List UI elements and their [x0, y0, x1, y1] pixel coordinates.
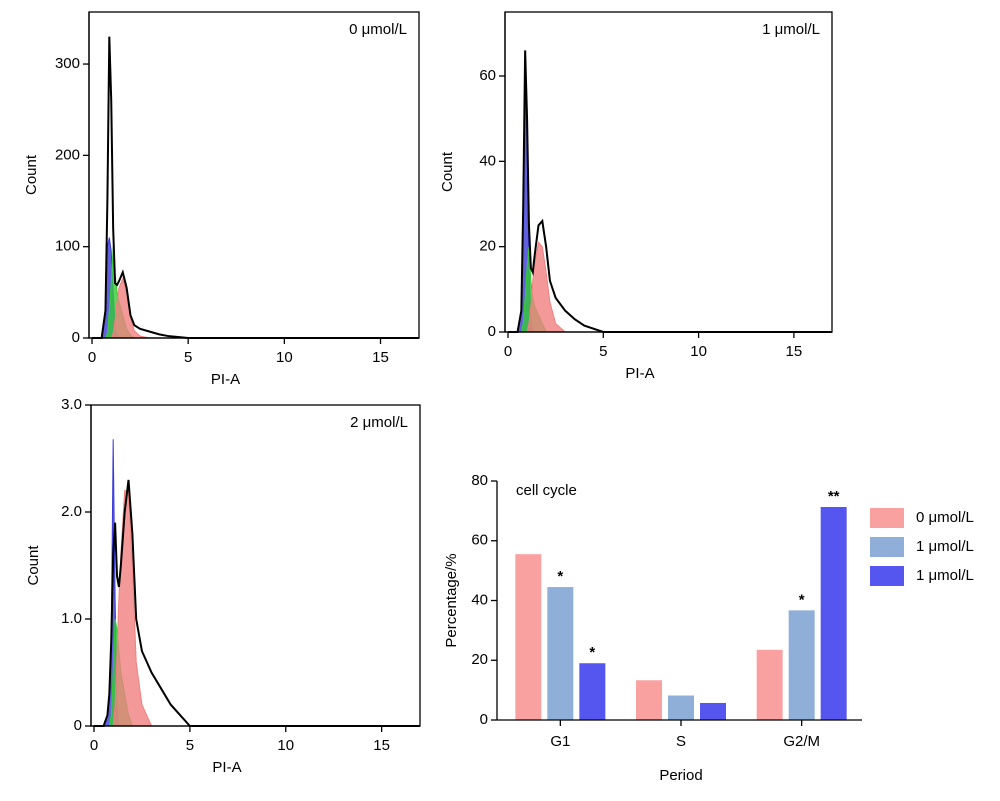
x-tick-label: 0: [90, 737, 98, 754]
y-tick-label: 40: [471, 591, 488, 608]
significance: *: [589, 644, 595, 661]
x-tick-label: G2/M: [783, 733, 820, 750]
x-axis-label: Period: [659, 767, 702, 784]
y-tick-label: 1.0: [61, 610, 82, 627]
bar: [820, 506, 847, 720]
x-tick-label: 15: [373, 737, 390, 754]
y-tick-label: 20: [479, 238, 496, 255]
line: [94, 479, 420, 727]
chart-title: cell cycle: [516, 482, 577, 499]
x-tick-label: G1: [550, 733, 570, 750]
area: [92, 237, 419, 339]
legend-swatch: [870, 566, 904, 586]
legend-swatch: [870, 537, 904, 557]
y-tick-label: 200: [55, 146, 80, 163]
x-tick-label: 15: [372, 349, 389, 366]
y-tick-label: 100: [55, 238, 80, 255]
x-tick-label: 0: [88, 349, 96, 366]
area: [508, 241, 832, 333]
bar: [547, 587, 574, 720]
bar: [579, 663, 606, 720]
area: [94, 490, 420, 727]
y-axis-label: Count: [25, 545, 42, 586]
panel-label: 1 μmol/L: [762, 21, 820, 38]
y-tick-label: 300: [55, 55, 80, 72]
panel-label: 0 μmol/L: [349, 21, 407, 38]
x-tick-label: 5: [184, 349, 192, 366]
y-tick-label: 3.0: [61, 396, 82, 413]
x-tick-label: 15: [786, 343, 803, 360]
x-axis-label: PI-A: [212, 759, 241, 776]
significance: **: [828, 488, 840, 505]
bar: [515, 554, 542, 720]
area: [92, 246, 419, 339]
bar: [756, 649, 783, 720]
bar: [668, 695, 694, 720]
y-axis-label: Count: [23, 154, 40, 195]
x-tick-label: 10: [277, 737, 294, 754]
y-tick-label: 2.0: [61, 503, 82, 520]
legend-label: 1 μmol/L: [916, 567, 974, 584]
area: [508, 246, 832, 333]
y-tick-label: 0: [488, 323, 496, 340]
y-tick-label: 0: [74, 717, 82, 734]
frame: [88, 11, 420, 339]
line: [508, 50, 832, 333]
bar: [788, 610, 815, 720]
legend-label: 1 μmol/L: [916, 538, 974, 555]
legend-swatch: [870, 508, 904, 528]
line: [92, 36, 419, 339]
significance: *: [799, 591, 805, 608]
y-tick-label: 40: [479, 152, 496, 169]
area: [94, 439, 420, 727]
y-tick-label: 80: [471, 472, 488, 489]
frame: [90, 404, 421, 727]
bar: [700, 702, 726, 720]
x-axis-label: PI-A: [625, 365, 654, 382]
frame: [504, 11, 833, 333]
y-tick-label: 60: [471, 532, 488, 549]
x-tick-label: S: [676, 733, 686, 750]
x-tick-label: 5: [599, 343, 607, 360]
x-tick-label: 5: [186, 737, 194, 754]
y-axis-label: Percentage/%: [443, 553, 460, 647]
bar: [636, 680, 662, 720]
y-tick-label: 0: [480, 711, 488, 728]
x-tick-label: 10: [276, 349, 293, 366]
significance: *: [557, 568, 563, 585]
area: [508, 75, 832, 333]
panel-label: 2 μmol/L: [350, 414, 408, 431]
y-tick-label: 60: [479, 67, 496, 84]
legend-label: 0 μmol/L: [916, 509, 974, 526]
x-tick-label: 10: [690, 343, 707, 360]
x-tick-label: 0: [504, 343, 512, 360]
y-axis-label: Count: [439, 151, 456, 192]
y-tick-label: 0: [72, 329, 80, 346]
x-axis-label: PI-A: [211, 371, 240, 388]
y-tick-label: 20: [471, 651, 488, 668]
